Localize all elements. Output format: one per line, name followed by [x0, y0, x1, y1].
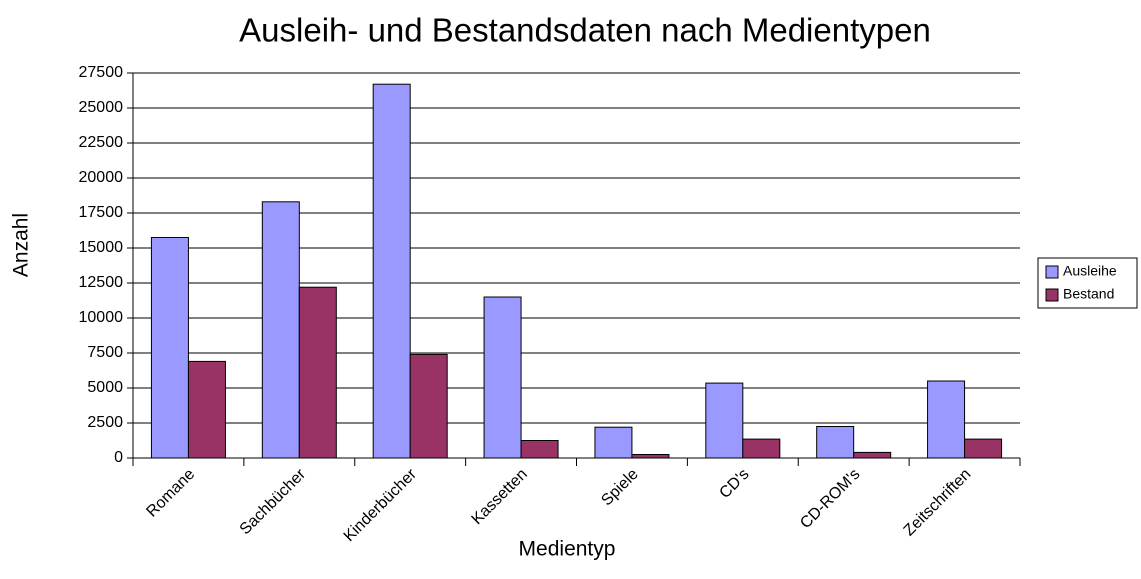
y-tick-label: 20000 [79, 169, 124, 186]
y-tick-label: 7500 [87, 344, 123, 361]
chart-title: Ausleih- und Bestandsdaten nach Medienty… [239, 12, 931, 49]
y-tick-label: 15000 [79, 239, 124, 256]
x-axis-label: Medientyp [519, 538, 616, 561]
x-tick-label: Zeitschriften [901, 466, 975, 540]
bar [483, 296, 522, 459]
legend-swatch [1045, 265, 1059, 279]
x-tick-label: Romane [143, 466, 198, 521]
y-tick-label: 22500 [79, 134, 124, 151]
bar [705, 382, 744, 459]
x-tick-label: CD-ROM's [797, 466, 863, 532]
bar [150, 237, 189, 459]
bar [594, 426, 633, 459]
bar [631, 454, 670, 459]
y-tick-label: 25000 [79, 99, 124, 116]
bar [964, 438, 1003, 459]
bar [853, 451, 892, 459]
bar [742, 438, 781, 459]
y-tick-label: 2500 [87, 414, 123, 431]
x-tick-label: Kinderbücher [341, 465, 421, 545]
bar [372, 83, 411, 459]
bar [927, 380, 966, 459]
bar [298, 286, 337, 459]
legend-label: Ausleihe [1063, 263, 1117, 279]
legend-swatch [1045, 288, 1059, 302]
bar [187, 360, 226, 459]
y-tick-label: 5000 [87, 379, 123, 396]
x-tick-label: Kassetten [469, 466, 531, 528]
y-tick-label: 27500 [79, 64, 124, 81]
x-tick-label: Sachbücher [237, 465, 310, 538]
y-tick-label: 12500 [79, 274, 124, 291]
bar [409, 353, 448, 459]
y-tick-label: 17500 [79, 204, 124, 221]
x-tick-label: CD's [716, 466, 752, 502]
bar [261, 201, 300, 459]
y-axis-label: Anzahl [10, 213, 33, 277]
bar [520, 440, 559, 459]
legend-label: Bestand [1063, 286, 1114, 302]
x-tick-label: Spiele [598, 466, 642, 510]
y-tick-label: 10000 [79, 309, 124, 326]
y-tick-label: 0 [114, 449, 123, 466]
bar [816, 426, 855, 459]
